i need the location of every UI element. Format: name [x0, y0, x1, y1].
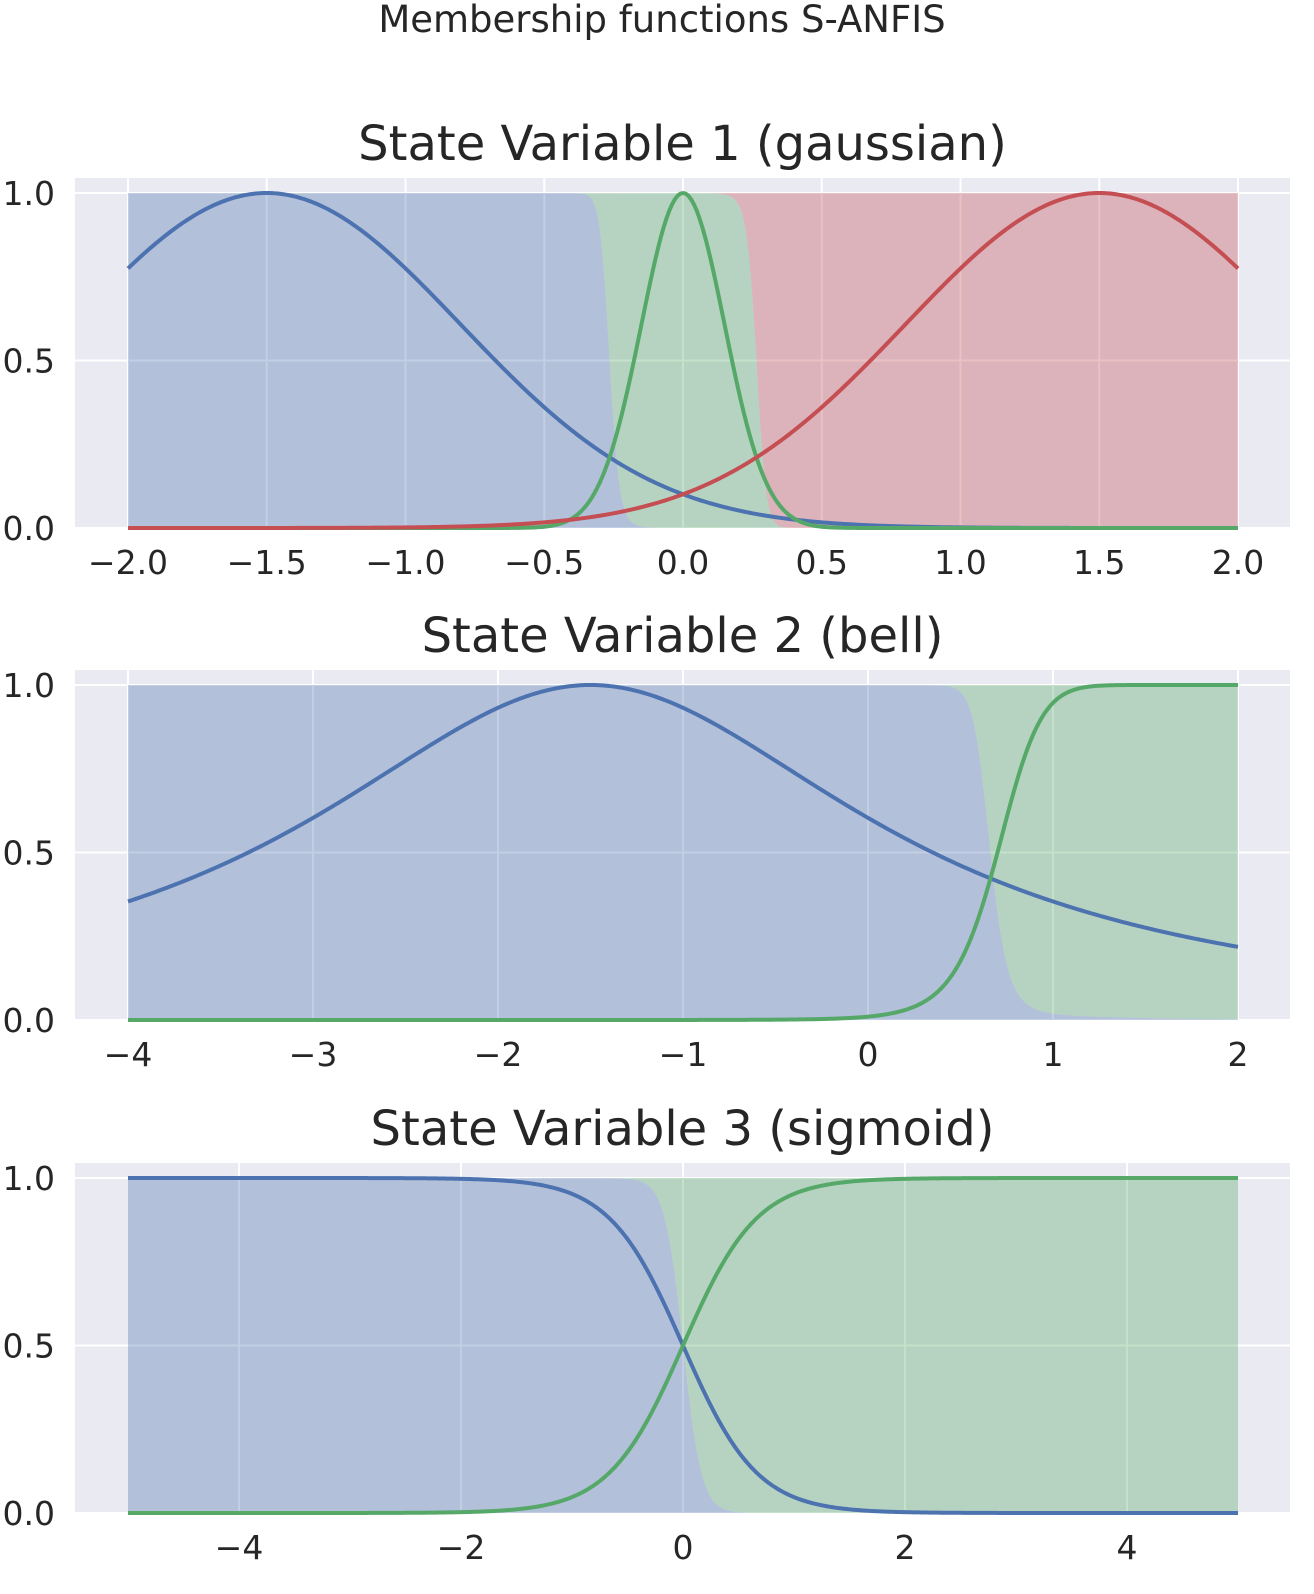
green-membership-area	[128, 193, 1238, 528]
figure-suptitle: Membership functions S-ANFIS	[378, 0, 945, 41]
blue-membership-area	[128, 193, 1238, 528]
subplot-state-variable-2: State Variable 2 (bell) −4 −3 −2 −1 0 1 2 0.0 0.5…	[3, 608, 1290, 1074]
subplot-title: State Variable 3 (sigmoid)	[371, 1101, 995, 1157]
x-tick-label: −0.5	[504, 543, 584, 582]
y-tick-label: 0.5	[3, 342, 55, 381]
green-membership-curve	[128, 683, 1238, 1022]
x-tick-label: −1	[659, 1035, 708, 1074]
x-tick-label: −3	[289, 1035, 338, 1074]
x-tick-label: 2	[1228, 1035, 1249, 1074]
green-membership-curve	[128, 1176, 1238, 1515]
x-tick-label: 1.5	[1073, 543, 1125, 582]
x-tick-label: 1	[1043, 1035, 1064, 1074]
subplot-state-variable-1: State Variable 1 (gaussian) −2.0 −1.5 −1.0 −…	[3, 116, 1290, 582]
x-tick-label: 2.0	[1212, 543, 1264, 582]
x-tick-label: −2.0	[88, 543, 168, 582]
y-tick-label: 0.5	[3, 834, 55, 873]
x-tick-label: 0.5	[796, 543, 848, 582]
subplot-title: State Variable 2 (bell)	[422, 608, 944, 664]
x-tick-label: 1.0	[934, 543, 986, 582]
x-tick-label: −1.0	[365, 543, 445, 582]
x-tick-label: −2	[437, 1528, 486, 1567]
y-tick-label: 1.0	[3, 174, 55, 213]
x-tick-label: −4	[104, 1035, 153, 1074]
y-tick-label: 0.0	[3, 1494, 55, 1533]
x-tick-label: −1.5	[227, 543, 307, 582]
x-tick-label: 0.0	[657, 543, 709, 582]
x-tick-label: 2	[895, 1528, 916, 1567]
green-membership-area	[128, 685, 1238, 1020]
y-tick-label: 0.5	[3, 1327, 55, 1366]
x-tick-label: −4	[215, 1528, 264, 1567]
x-tick-label: 0	[858, 1035, 879, 1074]
y-tick-label: 0.0	[3, 509, 55, 548]
x-tick-label: 0	[673, 1528, 694, 1567]
y-tick-label: 1.0	[3, 666, 55, 705]
y-tick-label: 1.0	[3, 1159, 55, 1198]
blue-membership-curve	[127, 683, 1239, 949]
subplot-state-variable-3: State Variable 3 (sigmoid) −4 −2 0 2 4 0.0 0.5 1…	[3, 1101, 1290, 1567]
red-membership-area	[128, 193, 1238, 528]
blue-membership-area	[128, 685, 1238, 1020]
y-tick-label: 0.0	[3, 1001, 55, 1040]
x-tick-label: −2	[474, 1035, 523, 1074]
subplot-title: State Variable 1 (gaussian)	[358, 116, 1007, 172]
red-membership-curve	[128, 191, 1240, 530]
x-tick-label: 4	[1117, 1528, 1138, 1567]
